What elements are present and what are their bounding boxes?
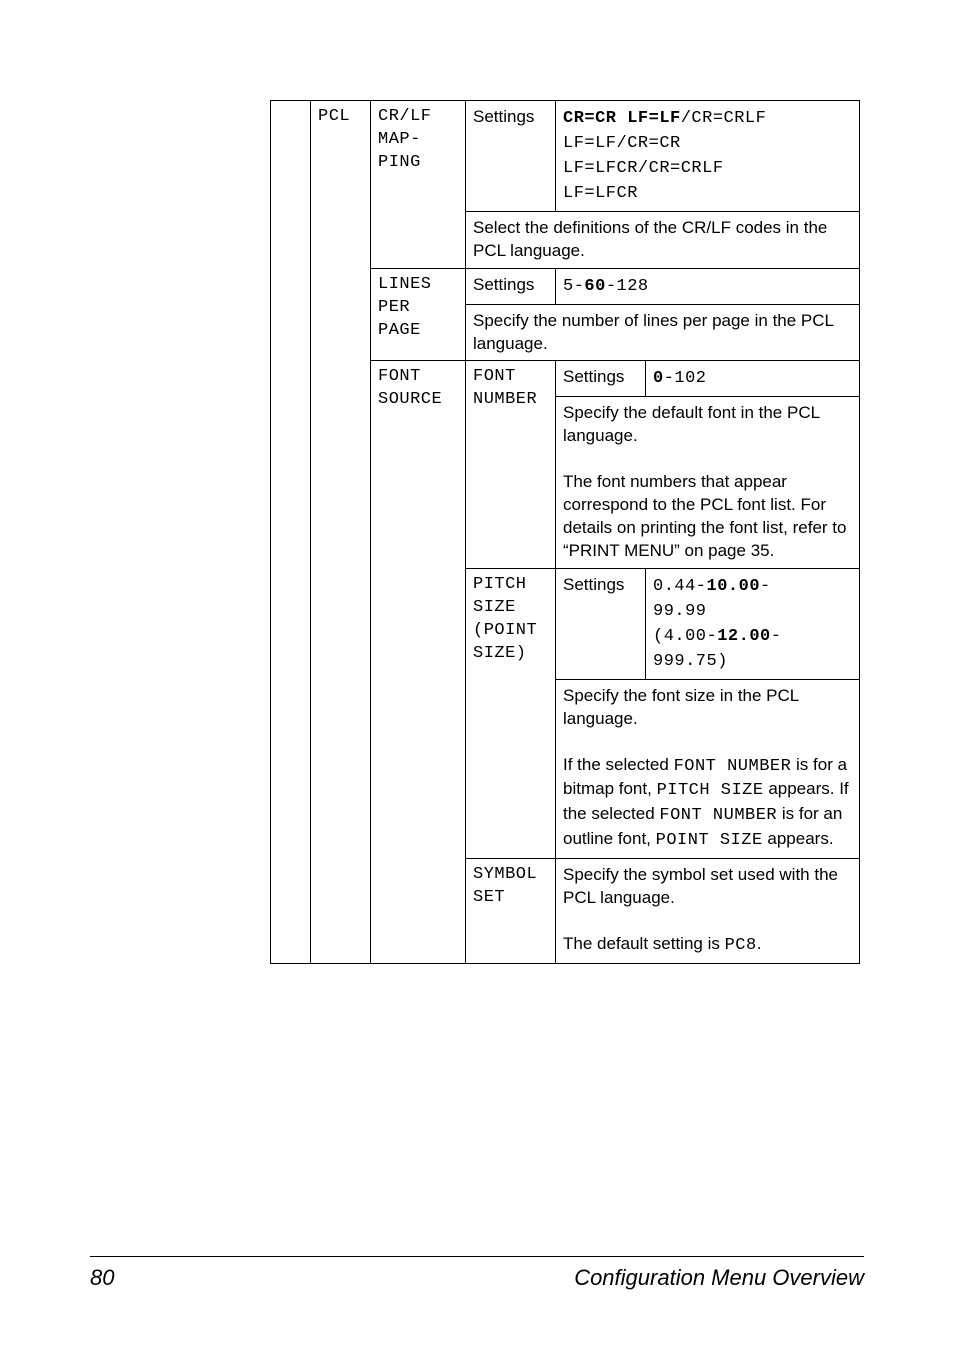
fontnumber-name: FONT NUMBER: [466, 361, 556, 569]
lines-range: 5-60-128: [556, 268, 860, 304]
crlf-options: CR=CR LF=LF/CR=CRLFLF=LF/CR=CRLF=LFCR/CR…: [556, 101, 860, 212]
crlf-mapping-name: CR/LF MAP- PING: [371, 101, 466, 269]
footer-title: Configuration Menu Overview: [574, 1265, 864, 1291]
pitch-name: PITCH SIZE (POINT SIZE): [466, 568, 556, 858]
page-number: 80: [90, 1265, 114, 1291]
fontnumber-settings-label: Settings: [556, 361, 646, 397]
fontnumber-range: 0-102: [646, 361, 860, 397]
crlf-settings-label: Settings: [466, 101, 556, 212]
crlf-desc: Select the definitions of the CR/LF code…: [466, 211, 860, 268]
pcl-settings-table: PCL CR/LF MAP- PING Settings CR=CR LF=LF…: [270, 100, 860, 964]
pcl-col: PCL: [311, 101, 371, 964]
lines-settings-label: Settings: [466, 268, 556, 304]
pitch-settings-label: Settings: [556, 568, 646, 679]
fontsource-name: FONT SOURCE: [371, 361, 466, 964]
pitch-range: 0.44-10.00-99.99(4.00-12.00-999.75): [646, 568, 860, 679]
symbol-name: SYMBOL SET: [466, 859, 556, 964]
empty-col-1: [271, 101, 311, 964]
lines-desc: Specify the number of lines per page in …: [466, 304, 860, 361]
lines-name: LINES PER PAGE: [371, 268, 466, 361]
fontnumber-desc: Specify the default font in the PCL lang…: [556, 397, 860, 569]
symbol-desc: Specify the symbol set used with the PCL…: [556, 859, 860, 964]
pitch-desc: Specify the font size in the PCL languag…: [556, 679, 860, 859]
page-footer: 80 Configuration Menu Overview: [90, 1256, 864, 1291]
